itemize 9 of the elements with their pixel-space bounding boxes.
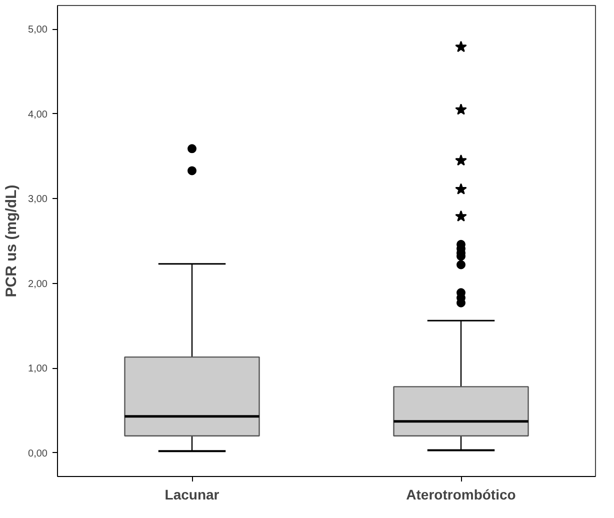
y-tick-label: 4,00 bbox=[28, 109, 48, 120]
y-tick-label: 5,00 bbox=[28, 24, 48, 36]
y-axis-title: PCR us (mg/dL) bbox=[3, 184, 20, 298]
y-tick-label: 1,00 bbox=[28, 364, 48, 375]
x-tick-label: Lacunar bbox=[164, 486, 220, 502]
y-tick-label: 0,00 bbox=[28, 448, 48, 460]
y-tick-label: 3,00 bbox=[28, 194, 48, 206]
x-tick-label: Aterotrombótico bbox=[406, 486, 516, 502]
y-tick-label: 2,00 bbox=[28, 278, 48, 290]
